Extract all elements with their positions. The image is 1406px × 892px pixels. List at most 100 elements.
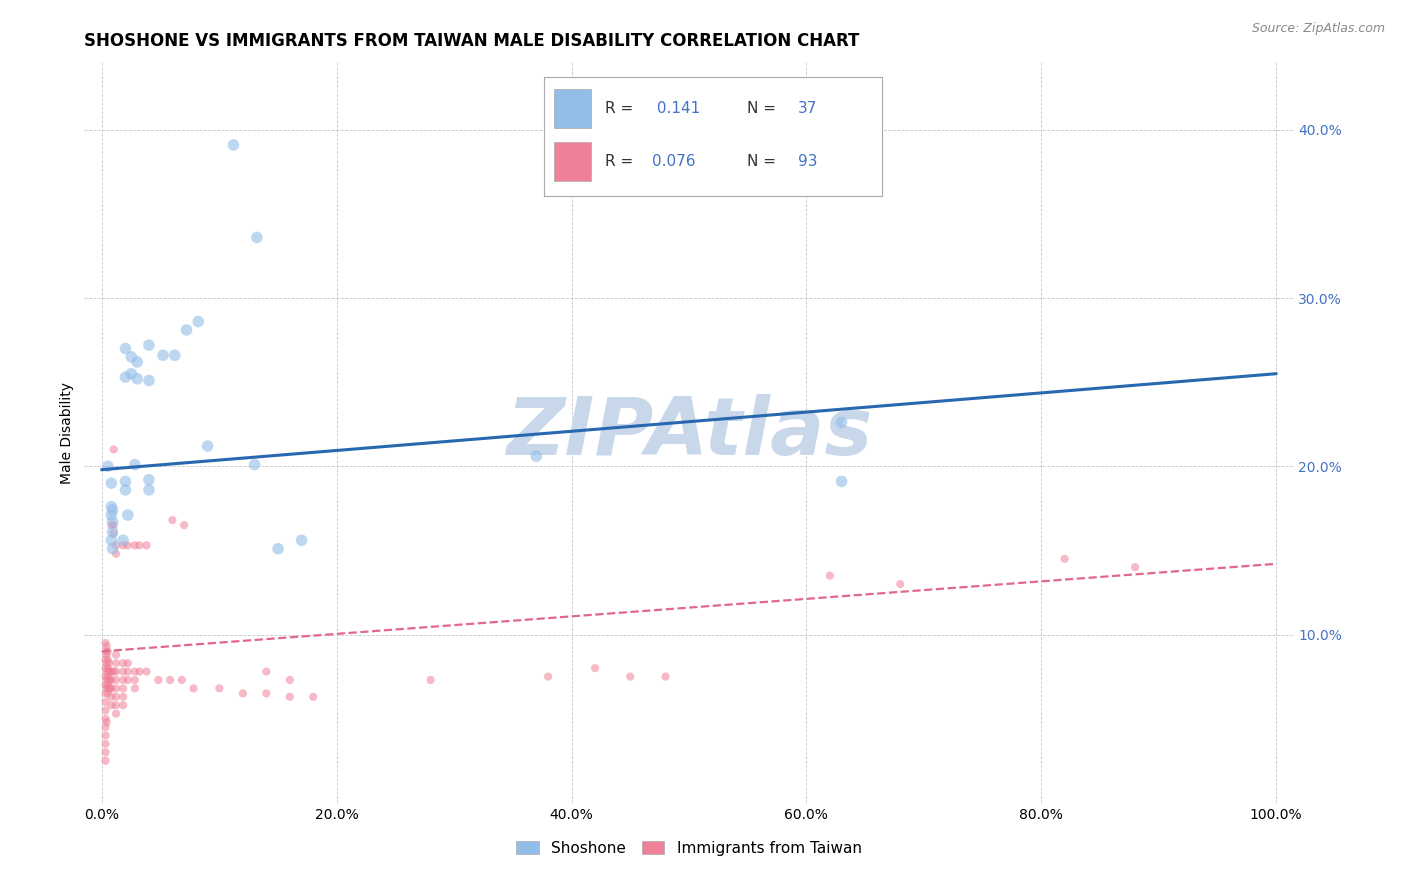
Point <box>94 745 117 759</box>
Point <box>619 670 641 684</box>
Point <box>162 513 184 527</box>
Text: SHOSHONE VS IMMIGRANTS FROM TAIWAN MALE DISABILITY CORRELATION CHART: SHOSHONE VS IMMIGRANTS FROM TAIWAN MALE … <box>84 32 859 50</box>
Point <box>537 670 560 684</box>
Point <box>94 737 117 751</box>
Point <box>112 656 135 670</box>
Text: ZIPAtlas: ZIPAtlas <box>506 393 872 472</box>
Point <box>654 670 676 684</box>
Point <box>183 681 205 696</box>
Point <box>94 712 117 726</box>
Point <box>112 533 135 548</box>
Point <box>127 372 149 386</box>
Point <box>135 538 157 552</box>
Point <box>100 673 122 687</box>
Point <box>117 665 139 679</box>
Y-axis label: Male Disability: Male Disability <box>60 382 75 483</box>
Point <box>97 670 120 684</box>
Point <box>105 547 128 561</box>
Point <box>101 541 124 556</box>
Point <box>105 648 128 662</box>
Point <box>187 315 209 329</box>
Point <box>112 698 135 713</box>
Point <box>94 754 117 768</box>
Point <box>120 350 142 364</box>
Point <box>94 720 117 734</box>
Point <box>889 577 911 591</box>
Point <box>96 673 118 687</box>
Point <box>138 374 160 388</box>
Point <box>98 665 121 679</box>
Point <box>124 665 146 679</box>
Point <box>124 538 146 552</box>
Point <box>148 673 170 687</box>
Point <box>159 673 181 687</box>
Point <box>101 524 124 539</box>
Point <box>114 475 136 489</box>
Point <box>128 665 150 679</box>
Point <box>246 230 269 244</box>
Point <box>101 503 124 517</box>
Point <box>105 690 128 704</box>
Point <box>1053 551 1076 566</box>
Point <box>94 678 117 692</box>
Point <box>100 518 122 533</box>
Point <box>105 665 128 679</box>
Point <box>96 648 118 662</box>
Point <box>117 508 139 522</box>
Point <box>114 370 136 384</box>
Point <box>831 416 853 430</box>
Point <box>96 656 118 670</box>
Point <box>105 656 128 670</box>
Point <box>208 681 231 696</box>
Point <box>124 681 146 696</box>
Point <box>117 656 139 670</box>
Point <box>103 442 125 457</box>
Point <box>127 355 149 369</box>
Point <box>1123 560 1146 574</box>
Point <box>100 698 122 713</box>
Point <box>302 690 325 704</box>
Point <box>98 673 121 687</box>
Point <box>97 686 120 700</box>
Point <box>98 681 121 696</box>
Point <box>100 500 122 514</box>
Point <box>94 644 117 658</box>
Point <box>105 538 128 552</box>
Point <box>124 458 146 472</box>
Point <box>96 665 118 679</box>
Point <box>100 533 122 548</box>
Point <box>173 518 195 533</box>
Point <box>100 690 122 704</box>
Point <box>98 656 121 670</box>
Point <box>112 690 135 704</box>
Point <box>290 533 312 548</box>
Point <box>97 678 120 692</box>
Point <box>97 459 120 474</box>
Point <box>105 698 128 713</box>
Point <box>128 538 150 552</box>
Point <box>112 665 135 679</box>
Point <box>105 706 128 721</box>
Point <box>254 665 277 679</box>
Point <box>105 681 128 696</box>
Point <box>100 665 122 679</box>
Point <box>96 714 118 729</box>
Point <box>243 458 266 472</box>
Point <box>94 703 117 717</box>
Point <box>831 475 853 489</box>
Point <box>105 673 128 687</box>
Point <box>120 367 142 381</box>
Point <box>97 644 120 658</box>
Point <box>170 673 193 687</box>
Point <box>138 483 160 497</box>
Point <box>100 681 122 696</box>
Point <box>94 670 117 684</box>
Point <box>176 323 198 337</box>
Point <box>96 640 118 654</box>
Point <box>197 439 219 453</box>
Point <box>94 661 117 675</box>
Point <box>524 449 547 463</box>
Point <box>163 348 186 362</box>
Point <box>254 686 277 700</box>
Point <box>278 673 301 687</box>
